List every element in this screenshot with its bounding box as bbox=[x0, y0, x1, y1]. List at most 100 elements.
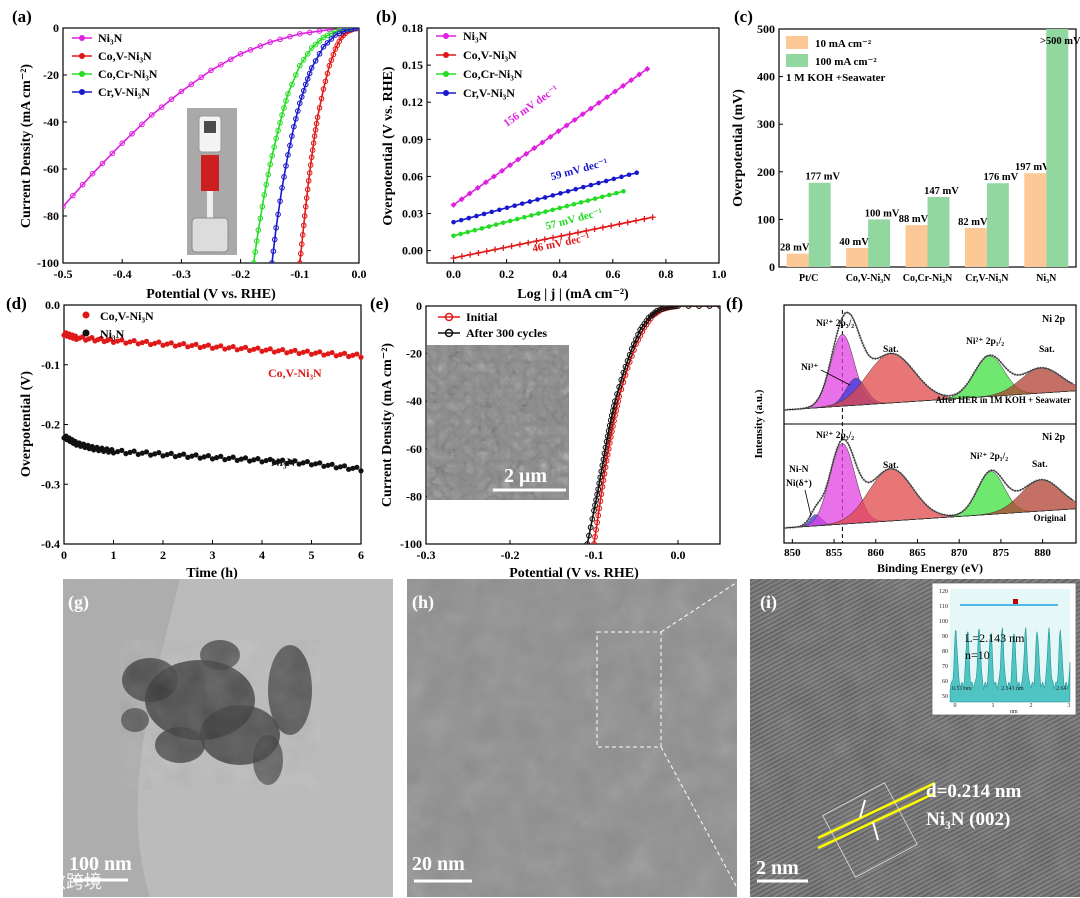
data-point bbox=[277, 119, 283, 126]
panel-b: (b) 0.0 0.2 0.4 0.6 0.8 1.00.000.030.060.090.… bbox=[376, 7, 727, 302]
y-tick-label: -80 bbox=[43, 209, 59, 223]
data-point bbox=[131, 448, 137, 454]
data-point bbox=[299, 232, 306, 238]
data-point bbox=[273, 135, 279, 142]
y-tick-label: -60 bbox=[43, 162, 59, 176]
data-point bbox=[352, 28, 358, 32]
data-point bbox=[547, 133, 554, 140]
data-point bbox=[257, 215, 264, 222]
panel-e-series bbox=[584, 306, 720, 544]
data-point bbox=[571, 116, 578, 123]
data-point bbox=[635, 331, 641, 338]
data-point bbox=[531, 145, 538, 152]
data-point bbox=[606, 422, 613, 429]
data-point bbox=[578, 200, 584, 205]
bar-0 bbox=[1024, 173, 1047, 267]
data-point bbox=[263, 457, 269, 464]
data-point bbox=[610, 423, 616, 430]
data-point bbox=[599, 483, 606, 490]
data-point bbox=[515, 156, 522, 163]
data-point bbox=[308, 154, 315, 161]
panel-a: (a) -0.5 -0.4 -0.3 -0.2 -0.1 0.0 0 -20 -40 -60 -80… bbox=[12, 7, 367, 302]
data-point bbox=[596, 505, 603, 512]
data-point bbox=[620, 82, 627, 89]
data-point bbox=[283, 163, 289, 169]
tem-g-scale-label: 100 nm bbox=[69, 853, 132, 875]
bar-1 bbox=[808, 182, 831, 267]
data-point bbox=[633, 217, 640, 224]
data-point bbox=[631, 341, 637, 347]
panel-f-nin-arrow bbox=[804, 489, 812, 517]
data-point bbox=[238, 345, 244, 352]
data-point bbox=[328, 36, 335, 42]
x-tick-label: 0.0 bbox=[446, 267, 461, 281]
profile-y-tick: 100 bbox=[939, 619, 948, 625]
data-point bbox=[298, 94, 305, 100]
data-point bbox=[608, 428, 615, 435]
bottom-fit-envelope bbox=[784, 438, 1074, 529]
data-point bbox=[312, 58, 319, 64]
panel-d-ni3n-annotation: Ni₃N bbox=[271, 455, 296, 469]
data-point bbox=[626, 351, 633, 358]
legend-marker bbox=[443, 52, 449, 58]
x-tick-label: -0.4 bbox=[113, 267, 132, 281]
data-point bbox=[257, 43, 264, 49]
data-point bbox=[265, 171, 272, 178]
data-point bbox=[600, 456, 607, 463]
hrtem-d-spacing: d=0.214 nm bbox=[926, 781, 1021, 802]
top-peak-4 bbox=[784, 367, 1076, 411]
data-point bbox=[626, 172, 632, 178]
data-point bbox=[354, 351, 360, 357]
y-tick-label: 100 bbox=[757, 212, 775, 226]
y-tick-label: 0 bbox=[53, 21, 59, 35]
y-tick-label: -100 bbox=[400, 537, 422, 551]
data-point bbox=[618, 376, 625, 383]
line-profile-measure-left: 0.51 nm bbox=[952, 686, 972, 692]
data-point bbox=[218, 453, 224, 459]
data-point bbox=[300, 56, 307, 63]
data-point bbox=[139, 339, 145, 346]
data-point bbox=[607, 434, 614, 440]
data-point bbox=[269, 260, 275, 263]
data-point bbox=[247, 347, 253, 354]
data-point bbox=[131, 338, 137, 344]
data-point bbox=[181, 340, 187, 347]
data-point bbox=[110, 339, 117, 345]
data-point bbox=[604, 451, 611, 458]
data-point bbox=[143, 338, 150, 344]
data-point bbox=[612, 398, 618, 405]
panel-f-ni3-arrow bbox=[820, 369, 851, 386]
legend-marker bbox=[443, 33, 449, 39]
data-point bbox=[139, 450, 145, 456]
data-point bbox=[337, 464, 343, 470]
data-point bbox=[280, 346, 286, 353]
data-point bbox=[592, 196, 598, 201]
panel-f-top-ni2-12: Ni²⁺ 2p₁/₂ bbox=[966, 337, 1004, 347]
data-point bbox=[557, 205, 563, 211]
data-point bbox=[304, 186, 311, 193]
data-point bbox=[297, 250, 304, 257]
tem-h-scale-label: 20 nm bbox=[412, 853, 465, 875]
x-tick-label: -0.2 bbox=[231, 267, 250, 281]
panel-c-condition: 1 M KOH +Seawater bbox=[786, 72, 886, 84]
data-point bbox=[324, 40, 331, 46]
data-point bbox=[275, 458, 282, 464]
data-point bbox=[308, 462, 315, 468]
data-point bbox=[322, 78, 329, 85]
data-point bbox=[237, 51, 244, 57]
x-tick-label: 0.0 bbox=[671, 548, 686, 562]
y-tick-label: -60 bbox=[406, 442, 422, 456]
panel-g: 100 nm (g) bbox=[63, 579, 393, 897]
legend-label: Cr,V-Ni₃N bbox=[98, 85, 150, 99]
data-point bbox=[606, 439, 613, 446]
y-tick-label: 0.18 bbox=[402, 21, 423, 35]
x-tick-label: -0.3 bbox=[417, 548, 436, 562]
data-point bbox=[143, 449, 150, 455]
hrtem-arrow-2 bbox=[872, 821, 879, 841]
panel-e-axes: -0.3 -0.2 -0.1 0.0 0 -20 -40 -60 -80 -100 bbox=[400, 299, 686, 562]
data-point bbox=[614, 190, 619, 196]
data-point bbox=[181, 451, 187, 457]
data-point bbox=[328, 57, 335, 63]
data-point bbox=[564, 203, 570, 209]
data-point bbox=[348, 28, 354, 33]
